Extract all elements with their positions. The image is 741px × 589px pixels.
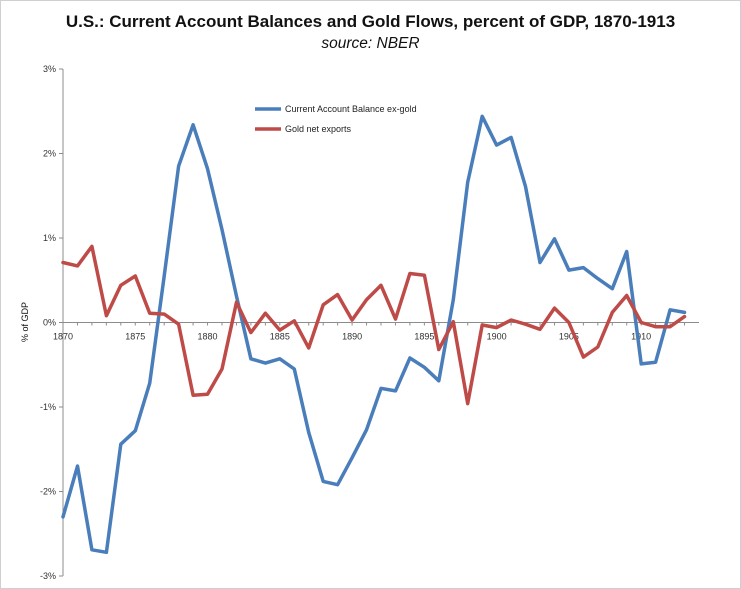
x-tick-label: 1900	[487, 332, 507, 342]
x-tick-label: 1890	[342, 332, 362, 342]
chart-title: U.S.: Current Account Balances and Gold …	[65, 12, 676, 31]
legend-label: Current Account Balance ex-gold	[285, 104, 417, 114]
series-line-1	[61, 114, 687, 555]
x-tick-label: 1870	[53, 332, 73, 342]
x-ticks: 1870 1875 1880 1885 1890 1895 1900 1905 1910	[53, 322, 686, 342]
legend-label: Gold net exports	[285, 124, 352, 134]
x-tick-label: 1875	[125, 332, 145, 342]
y-tick-label: 1%	[43, 233, 56, 243]
chart-subtitle: source: NBER	[321, 35, 420, 52]
y-tick-label: -3%	[40, 571, 56, 581]
x-tick-label: 1905	[559, 332, 579, 342]
series-line-2	[61, 244, 687, 406]
y-tick-label: -2%	[40, 487, 56, 497]
legend: Current Account Balance ex-gold Gold net …	[255, 104, 417, 134]
y-axis-title: % of GDP	[20, 302, 30, 342]
x-tick-label: 1885	[270, 332, 290, 342]
x-tick-label: 1895	[414, 332, 434, 342]
y-ticks: 3% 2% 1% 0% -1% -2% -3%	[40, 64, 63, 581]
y-tick-label: 3%	[43, 64, 56, 74]
x-tick-label: 1910	[631, 332, 651, 342]
y-tick-label: 2%	[43, 149, 56, 159]
y-tick-label: -1%	[40, 402, 56, 412]
y-tick-label: 0%	[43, 318, 56, 328]
x-tick-label: 1880	[198, 332, 218, 342]
series-lines	[61, 114, 687, 555]
